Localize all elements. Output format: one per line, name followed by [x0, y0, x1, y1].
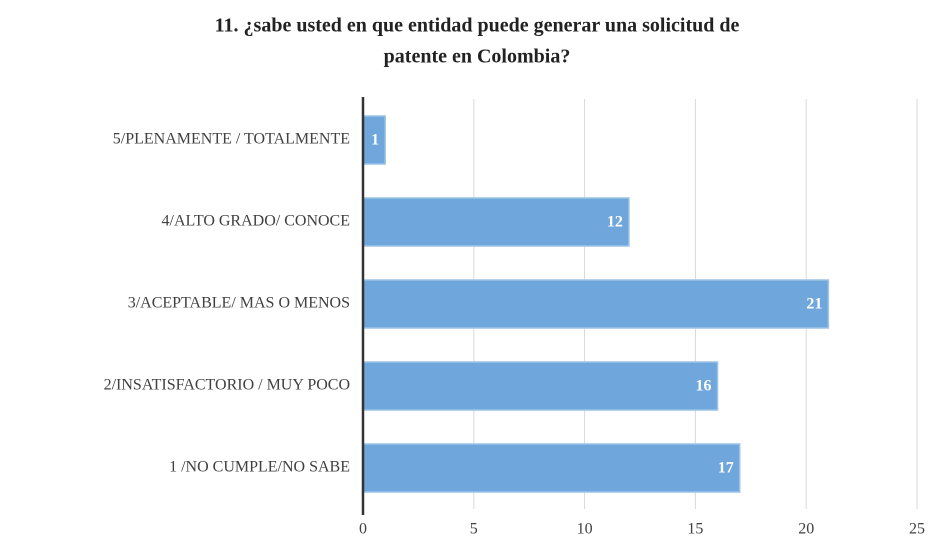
value-label: 16: [696, 378, 712, 395]
value-label: 1: [371, 132, 379, 149]
y-tick-label: 2/INSATISFACTORIO / MUY POCO: [104, 377, 350, 394]
x-tick-label: 20: [798, 521, 814, 538]
bar: [362, 279, 830, 329]
x-tick-label: 25: [909, 521, 925, 538]
x-tick-label: 5: [470, 521, 478, 538]
value-label: 17: [718, 460, 734, 477]
bar: [362, 361, 719, 411]
value-label: 12: [607, 214, 623, 231]
y-tick-label: 1 /NO CUMPLE/NO SABE: [169, 459, 350, 476]
chart-title: patente en Colombia?: [384, 46, 571, 68]
y-tick-label: 4/ALTO GRADO/ CONOCE: [162, 213, 350, 230]
x-tick-label: 10: [577, 521, 593, 538]
chart-title: 11. ¿sabe usted en que entidad puede gen…: [215, 15, 740, 37]
bar: [362, 197, 630, 247]
value-label: 21: [806, 296, 822, 313]
bar: [362, 443, 741, 493]
y-tick-label: 3/ACEPTABLE/ MAS O MENOS: [128, 295, 350, 312]
x-tick-label: 0: [359, 521, 367, 538]
y-tick-label: 5/PLENAMENTE / TOTALMENTE: [113, 131, 350, 148]
x-tick-label: 15: [687, 521, 703, 538]
